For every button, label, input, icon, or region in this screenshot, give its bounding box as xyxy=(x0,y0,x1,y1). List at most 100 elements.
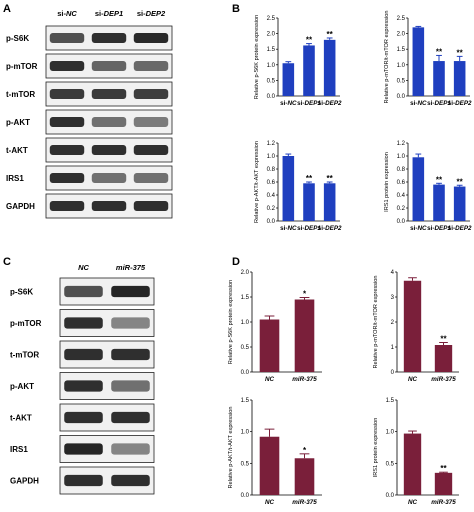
bar xyxy=(282,156,295,221)
y-tick-label: 0.2 xyxy=(397,206,406,212)
y-tick-label: 0.0 xyxy=(386,493,395,499)
category-label: si-DEP2 xyxy=(318,100,342,107)
bar xyxy=(433,184,445,221)
blot-band xyxy=(91,60,127,72)
bar-chart-2: 0.0 0.5 1.0 1.5 2.0 2.5 Relative p-mTOR/t-mTOR… xyxy=(384,10,472,107)
y-tick-label: 0.5 xyxy=(397,78,406,84)
y-tick-label: 1.0 xyxy=(267,63,276,69)
significance-mark: ** xyxy=(306,36,313,45)
bar xyxy=(259,436,280,495)
blot-band xyxy=(64,474,103,487)
blot-column-label-nc: si-NC xyxy=(57,9,77,18)
blot-band xyxy=(91,172,127,184)
y-axis-label: IRS1 protein expression xyxy=(373,418,379,478)
category-label: si-DEP1 xyxy=(297,225,321,232)
y-tick-label: 0.8 xyxy=(397,167,406,173)
bar xyxy=(294,299,315,372)
significance-mark: ** xyxy=(436,175,443,184)
y-tick-label: 0.6 xyxy=(267,180,276,186)
y-tick-label: 2 xyxy=(391,320,395,326)
bar-chart-1: 0.0 0.5 1.0 1.5 2.0 2.5 Relative p-S6K protein… xyxy=(254,15,342,107)
blot-band xyxy=(64,317,103,329)
bar xyxy=(323,183,336,221)
bar xyxy=(433,61,445,96)
category-label: miR-375 xyxy=(431,376,456,383)
category-label: miR-375 xyxy=(431,499,456,506)
blot-band xyxy=(64,380,103,392)
significance-mark: ** xyxy=(306,174,313,183)
y-tick-label: 1 xyxy=(391,345,395,351)
bar xyxy=(412,157,425,221)
blot-band xyxy=(64,443,103,455)
blot-band xyxy=(111,443,150,455)
panel-letter-d: D xyxy=(232,256,240,268)
significance-mark: ** xyxy=(436,47,443,56)
bar-chart-8: 0.0 0.5 1.0 1.5 IRS1 protein expression NC ** m… xyxy=(373,398,459,506)
significance-mark: ** xyxy=(327,30,334,39)
blot-band xyxy=(111,411,150,424)
category-label: si-NC xyxy=(410,225,427,232)
y-tick-label: 1.5 xyxy=(241,295,250,301)
significance-mark: * xyxy=(303,290,307,299)
y-tick-label: 0.0 xyxy=(397,94,406,100)
y-tick-label: 1.0 xyxy=(397,63,406,69)
category-label: si-DEP2 xyxy=(318,225,342,232)
blot-row-label: t-AKT xyxy=(6,146,28,155)
blot-band xyxy=(49,172,85,184)
panel-letter-a: A xyxy=(3,3,11,15)
bar-chart-7: 0.0 0.5 1.0 1.5 Relative p-AKT/t-AKT express… xyxy=(228,398,322,506)
y-tick-label: 1.2 xyxy=(397,141,406,147)
category-label: si-DEP1 xyxy=(297,100,321,107)
western-blot-panel-a: si-NC si-DEP1 si-DEP2 p-S6K p-mTOR t-mTOR p-AK… xyxy=(6,9,173,219)
blot-band xyxy=(111,317,150,329)
category-label: NC xyxy=(265,376,275,383)
blot-band xyxy=(133,60,169,72)
blot-column-label-dep2: si-DEP2 xyxy=(137,9,166,18)
y-tick-label: 2.0 xyxy=(397,32,406,38)
y-axis-label: Relative p-mTOR/t-mTOR expression xyxy=(373,275,379,368)
significance-mark: ** xyxy=(440,335,447,344)
y-tick-label: 0.0 xyxy=(241,370,250,376)
blot-band xyxy=(91,88,127,100)
panel-letter-b: B xyxy=(232,3,240,15)
y-tick-label: 0.0 xyxy=(267,94,276,100)
y-tick-label: 0.8 xyxy=(267,167,276,173)
bar xyxy=(453,186,466,221)
significance-mark: * xyxy=(303,446,307,455)
bar xyxy=(294,458,315,495)
significance-mark: ** xyxy=(327,174,334,183)
blot-band xyxy=(133,32,169,44)
y-axis-label: Relative p-S6K protein expression xyxy=(254,15,260,100)
y-tick-label: 0.6 xyxy=(397,180,406,186)
bar xyxy=(303,45,315,96)
western-blot-panel-c: NC miR-375 p-S6K p-mTOR t-mTOR p-AKT t-AKT IRS1… xyxy=(10,263,155,495)
y-tick-label: 1.0 xyxy=(241,320,250,326)
category-label: si-DEP2 xyxy=(448,100,472,107)
y-axis-label: Relative p-AKT/t-AKT expression xyxy=(254,141,260,223)
y-tick-label: 1.5 xyxy=(397,47,406,53)
bar-chart-6: 0 1 2 3 4 Relative p-mTOR/t-mTOR expression NC… xyxy=(373,270,459,383)
bar xyxy=(323,39,336,96)
y-tick-label: 1.0 xyxy=(397,154,406,160)
blot-row-label: t-mTOR xyxy=(6,90,35,99)
blot-row-label: p-mTOR xyxy=(10,319,42,328)
category-label: si-DEP1 xyxy=(427,100,451,107)
y-tick-label: 0.2 xyxy=(267,206,276,212)
category-label: si-NC xyxy=(410,100,427,107)
category-label: si-NC xyxy=(280,100,297,107)
y-tick-label: 0.4 xyxy=(267,193,276,199)
y-axis-label: Relative p-S6K protein expression xyxy=(228,280,234,365)
bar-charts: 0.0 0.5 1.0 1.5 2.0 2.5 Relative p-S6K protein… xyxy=(228,10,472,506)
blot-band xyxy=(111,380,150,392)
y-axis-label: Relative p-AKT/t-AKT expression xyxy=(228,407,234,489)
y-tick-label: 1.0 xyxy=(241,430,250,436)
blot-band xyxy=(111,348,150,361)
bar xyxy=(259,319,280,372)
y-tick-label: 3 xyxy=(391,295,395,301)
bar xyxy=(453,61,466,96)
bar xyxy=(434,345,453,372)
blot-row-label: t-mTOR xyxy=(10,351,39,360)
blot-row-label: p-AKT xyxy=(6,118,30,127)
y-tick-label: 2.0 xyxy=(267,32,276,38)
